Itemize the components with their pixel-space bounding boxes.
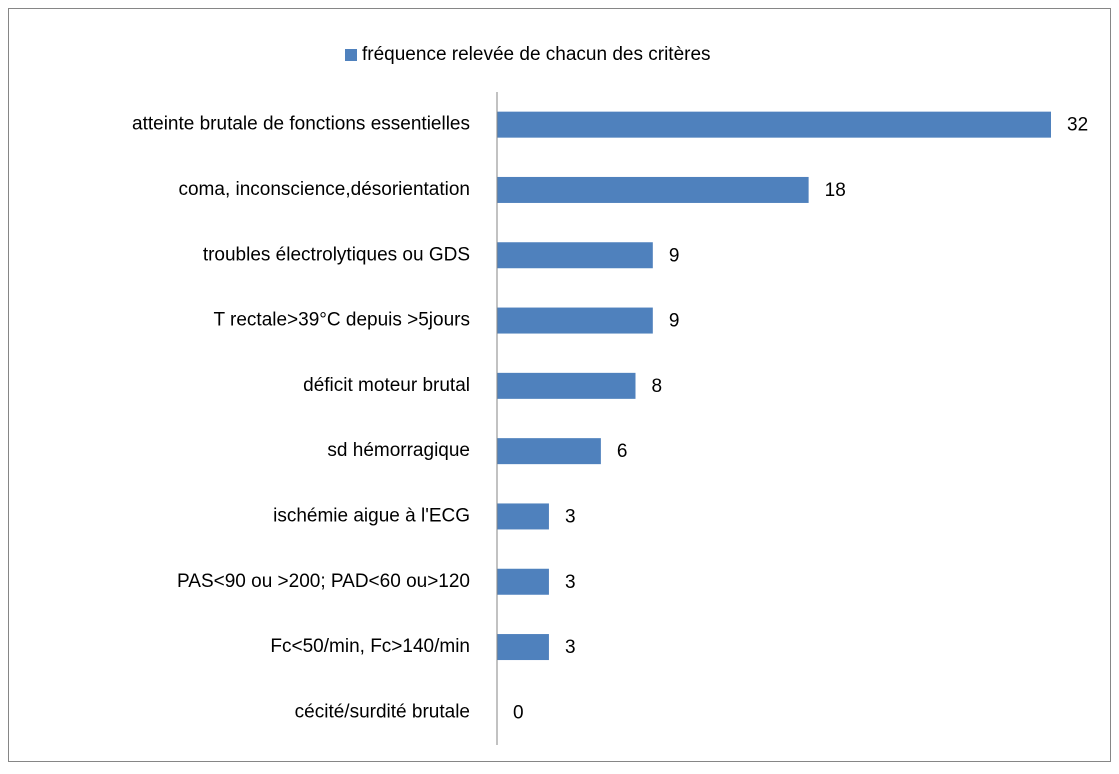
bar	[497, 372, 636, 399]
y-tick-label: coma, inconscience,désorientation	[178, 179, 470, 200]
data-label: 32	[1067, 115, 1088, 136]
bar	[497, 307, 653, 334]
y-tick-label: Fc<50/min, Fc>140/min	[270, 636, 470, 657]
y-tick-label: atteinte brutale de fonctions essentiell…	[132, 114, 470, 135]
legend-swatch	[345, 49, 357, 61]
data-label: 0	[513, 702, 524, 723]
data-label: 3	[565, 506, 576, 527]
data-label: 6	[617, 441, 628, 462]
data-label: 3	[565, 637, 576, 658]
bar	[497, 438, 601, 465]
y-tick-label: cécité/surdité brutale	[295, 701, 470, 722]
data-label: 18	[825, 180, 846, 201]
bar	[497, 242, 653, 269]
y-tick-label: déficit moteur brutal	[303, 375, 470, 396]
bar	[497, 176, 809, 203]
data-label: 3	[565, 572, 576, 593]
y-tick-label: PAS<90 ou >200; PAD<60 ou>120	[177, 571, 470, 592]
y-tick-label: troubles électrolytiques ou GDS	[203, 244, 470, 265]
data-label: 8	[652, 376, 663, 397]
y-tick-label: T rectale>39°C depuis >5jours	[213, 310, 470, 331]
y-tick-label: ischémie aigue à l'ECG	[273, 505, 470, 526]
data-label: 9	[669, 311, 680, 332]
bar	[497, 568, 549, 595]
bar	[497, 503, 549, 530]
legend-label: fréquence relevée de chacun des critères	[362, 44, 711, 65]
bar	[497, 634, 549, 661]
bar	[497, 111, 1051, 138]
data-label: 9	[669, 245, 680, 266]
y-tick-label: sd hémorragique	[327, 440, 470, 461]
